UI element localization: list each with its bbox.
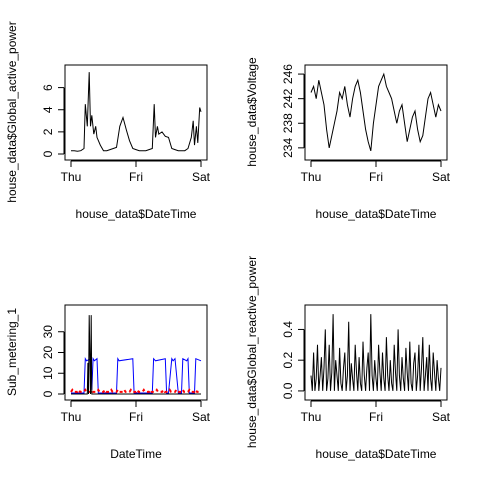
y-axis-label: house_data$Global_active_power bbox=[5, 21, 19, 202]
panel-2: Thu Fri Sat 234 238 242 246 house_data$DateTim… bbox=[245, 57, 451, 221]
y-tick-label: 2 bbox=[41, 128, 55, 135]
x-axis-label: house_data$DateTime bbox=[316, 447, 437, 461]
x-tick-label: Thu bbox=[61, 170, 82, 184]
axis-layer: Thu Fri Sat 0 10 20 30 bbox=[41, 325, 211, 424]
y-tick-label: 0 bbox=[41, 390, 55, 397]
x-tick-label: Sat bbox=[432, 170, 451, 184]
x-tick-label: Fri bbox=[369, 170, 383, 184]
y-tick-label: 238 bbox=[281, 113, 295, 133]
y-axis-label: house_data$Global_reactive_power bbox=[245, 256, 259, 448]
y-tick-label: 0.0 bbox=[281, 382, 295, 399]
y-tick-label: 0.2 bbox=[281, 352, 295, 369]
series-layer bbox=[71, 72, 202, 152]
y-axis-label: house_data$Voltage bbox=[245, 57, 259, 167]
x-tick-label: Thu bbox=[301, 170, 322, 184]
y-tick-label: 6 bbox=[41, 84, 55, 91]
panel-1: Thu Fri Sat 0 2 4 6 house_data$DateTime house_… bbox=[5, 21, 211, 221]
x-axis-label: house_data$DateTime bbox=[76, 207, 197, 221]
panel-3: Thu Fri Sat 0 10 20 30 DateTime Sub_metering_1 bbox=[5, 304, 211, 461]
y-tick-label: 246 bbox=[281, 64, 295, 84]
plot-frame bbox=[64, 64, 208, 161]
y-axis-label: Sub_metering_1 bbox=[5, 308, 19, 396]
x-axis-label: DateTime bbox=[110, 447, 162, 461]
x-tick-label: Thu bbox=[61, 410, 82, 424]
x-axis-label: house_data$DateTime bbox=[316, 207, 437, 221]
panel-4: Thu Fri Sat 0.0 0.2 0.4 house_data$DateTime h… bbox=[245, 256, 451, 461]
plot-frame bbox=[304, 304, 448, 401]
x-tick-label: Sat bbox=[432, 410, 451, 424]
x-tick-label: Thu bbox=[301, 410, 322, 424]
y-tick-label: 234 bbox=[281, 138, 295, 158]
series-line-2 bbox=[70, 388, 201, 393]
series-line-1 bbox=[310, 314, 442, 391]
y-tick-label: 0.4 bbox=[281, 321, 295, 338]
y-tick-label: 10 bbox=[41, 366, 55, 380]
series-line-1 bbox=[71, 72, 202, 152]
y-tick-label: 4 bbox=[41, 106, 55, 113]
y-tick-label: 242 bbox=[281, 88, 295, 108]
series-line-3 bbox=[71, 315, 201, 395]
y-tick-label: 30 bbox=[41, 325, 55, 339]
series-line-1 bbox=[310, 72, 442, 152]
series-layer bbox=[310, 72, 442, 152]
y-tick-label: 0 bbox=[41, 150, 55, 157]
axis-layer: Thu Fri Sat 0.0 0.2 0.4 bbox=[281, 321, 451, 424]
plot-frame bbox=[64, 304, 208, 401]
axis-layer: Thu Fri Sat 234 238 242 246 bbox=[281, 64, 451, 184]
x-tick-label: Sat bbox=[192, 410, 211, 424]
series-layer bbox=[310, 314, 442, 391]
x-tick-label: Fri bbox=[369, 410, 383, 424]
x-tick-label: Fri bbox=[129, 410, 143, 424]
series-line-1 bbox=[71, 357, 202, 394]
series-layer bbox=[70, 315, 202, 395]
x-tick-label: Fri bbox=[129, 170, 143, 184]
axis-layer: Thu Fri Sat 0 2 4 6 bbox=[41, 84, 211, 184]
plot-frame bbox=[304, 64, 448, 161]
x-tick-label: Sat bbox=[192, 170, 211, 184]
y-tick-label: 20 bbox=[41, 346, 55, 360]
